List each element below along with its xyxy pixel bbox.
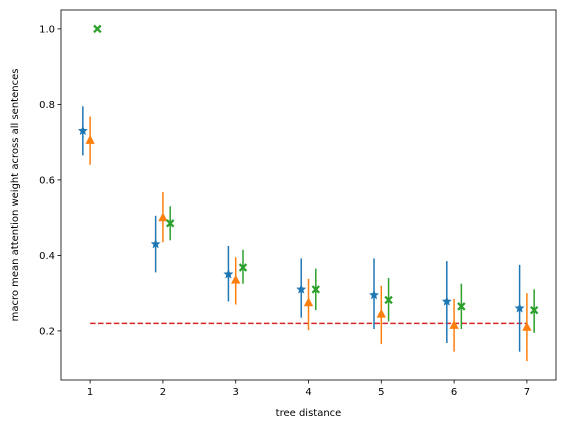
- y-tick-label: 0.6: [39, 175, 55, 186]
- x-tick-label: 1: [87, 387, 93, 398]
- x-axis-ticks: 1 2 3 4 5 6 7: [87, 380, 530, 398]
- x-axis-label: tree distance: [276, 408, 342, 419]
- y-tick-label: 0.2: [39, 326, 55, 337]
- data-point: [384, 295, 393, 305]
- data-point: [376, 308, 386, 318]
- data-point: [457, 302, 466, 311]
- y-tick-label: 1.0: [39, 24, 55, 35]
- data-point: [529, 305, 539, 315]
- data-point: [303, 297, 314, 307]
- data-point: [165, 219, 175, 228]
- data-point: [296, 284, 307, 294]
- x-tick-label: 5: [378, 387, 384, 398]
- data-point: [231, 274, 241, 284]
- y-tick-label: 0.8: [39, 100, 55, 111]
- data-point: [85, 135, 95, 144]
- y-tick-label: 0.4: [39, 251, 55, 262]
- x-tick-label: 2: [160, 387, 166, 398]
- data-point: [522, 321, 532, 331]
- data-point: [449, 320, 459, 329]
- data-point: [223, 269, 234, 279]
- series-3: [93, 24, 539, 333]
- data-point: [150, 238, 161, 249]
- series-layer: [77, 24, 539, 362]
- data-point: [514, 303, 525, 313]
- series-1: [77, 106, 525, 352]
- x-tick-label: 6: [451, 387, 457, 398]
- x-tick-label: 7: [524, 387, 530, 398]
- data-point: [238, 263, 248, 272]
- x-tick-label: 4: [305, 387, 311, 398]
- y-axis-label: macro mean attention weight across all s…: [10, 69, 21, 322]
- data-point: [369, 289, 379, 300]
- data-point: [77, 125, 88, 136]
- data-point: [441, 296, 452, 306]
- data-point: [93, 24, 102, 34]
- data-point: [158, 212, 168, 222]
- series-2: [85, 116, 532, 362]
- x-tick-label: 3: [233, 387, 239, 398]
- data-point: [311, 285, 320, 294]
- y-axis-ticks: 0.2 0.4 0.6 0.8 1.0: [39, 24, 61, 337]
